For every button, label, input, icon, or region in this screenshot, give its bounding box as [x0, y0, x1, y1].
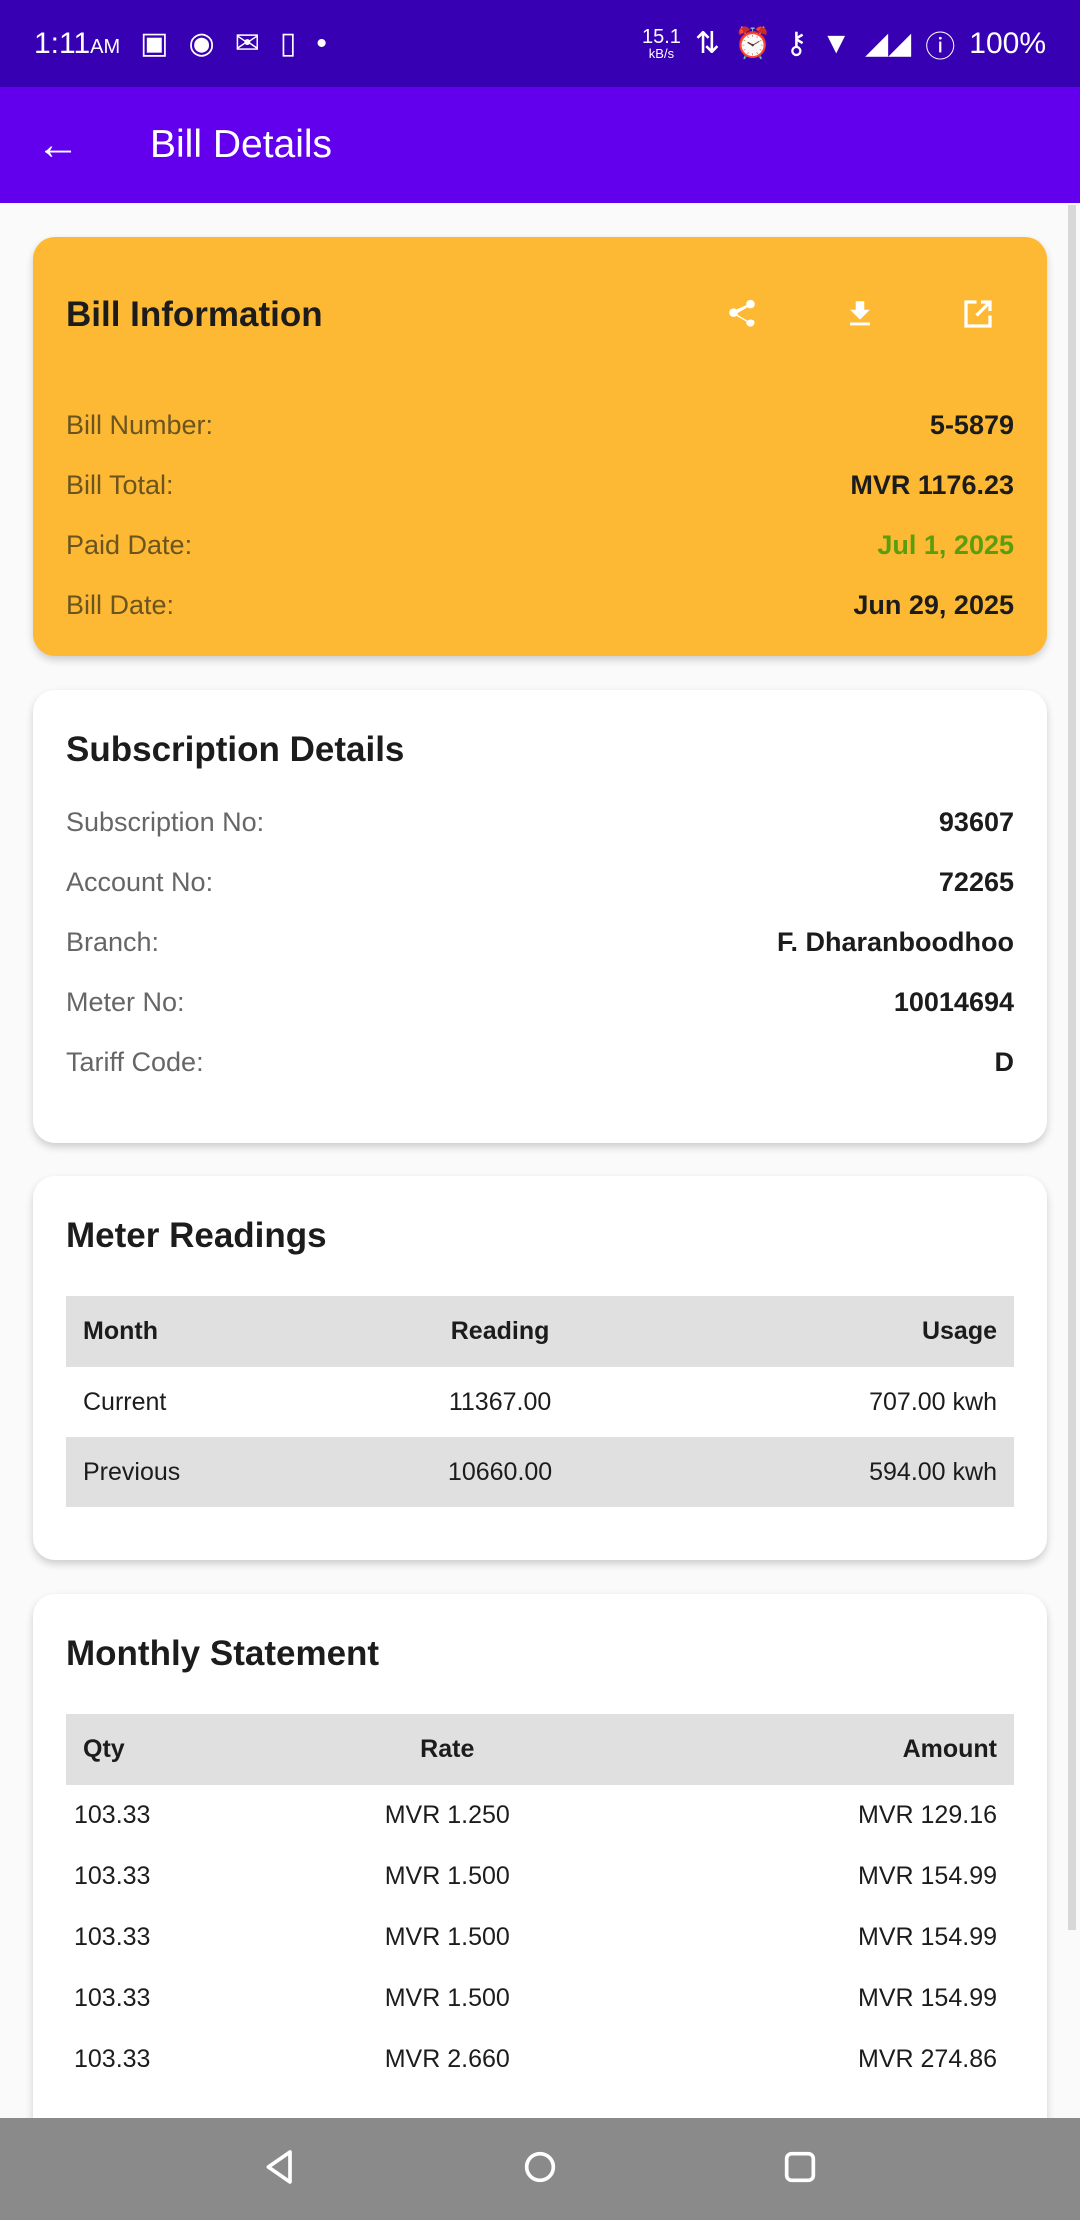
app-bar: ← Bill Details [0, 87, 1080, 203]
clock: 1:11AM [34, 26, 121, 60]
table-row: 103.33 MVR 1.500 MVR 154.99 [74, 1923, 997, 1951]
data-arrows-icon: ⇅ [694, 27, 721, 60]
monthly-statement-table: Qty Rate Amount 103.33 MVR 1.250 MVR 129.16 … [66, 1714, 1014, 2090]
column-header: Reading [364, 1296, 637, 1367]
monthly-statement-card: Monthly Statement Qty Rate Amount 103.33 MV… [33, 1594, 1047, 2154]
table-row: Previous 10660.00 594.00 kwh [66, 1437, 1014, 1507]
column-header: Rate [285, 1714, 610, 1785]
bill-information-card: Bill Information Bill Number: 5-5879 Bill… [33, 237, 1047, 656]
scrollbar[interactable] [1068, 205, 1076, 1930]
column-header: Amount [609, 1714, 1014, 1785]
navigation-bar [0, 2118, 1080, 2220]
back-nav-icon[interactable] [260, 2147, 300, 2192]
card-title: Meter Readings [66, 1216, 327, 1255]
screen-record-icon: ◉ [188, 27, 215, 60]
subscription-details-card: Subscription Details Subscription No: 936… [33, 690, 1047, 1143]
tariff-code-row: Tariff Code: D [66, 1046, 1014, 1077]
gallery-icon: ▣ [140, 27, 169, 60]
battery-charging-icon: ⓘ [925, 30, 956, 64]
column-header: Month [66, 1296, 365, 1367]
paid-date-row: Paid Date: Jul 1, 2025 [66, 529, 1014, 560]
table-row: 103.33 MVR 1.500 MVR 154.99 [74, 1862, 997, 1890]
card-title: Monthly Statement [66, 1634, 380, 1673]
column-header: Usage [636, 1296, 1014, 1367]
mail-icon: ✉ [234, 27, 260, 60]
table-row: Current 11367.00 707.00 kwh [83, 1387, 997, 1416]
signal-icon: ◢◢ [865, 27, 912, 60]
home-nav-icon[interactable] [520, 2147, 560, 2192]
card-title: Bill Information [66, 295, 323, 334]
download-icon[interactable] [841, 295, 879, 333]
account-no-row: Account No: 72265 [66, 866, 1014, 897]
column-header: Qty [66, 1714, 286, 1785]
bill-total-row: Bill Total: MVR 1176.23 [66, 469, 1014, 500]
meter-readings-card: Meter Readings Month Reading Usage Current… [33, 1176, 1047, 1560]
battery-percent: 100% [969, 26, 1046, 60]
back-arrow-icon[interactable]: ← [36, 120, 80, 169]
share-icon[interactable] [723, 295, 761, 333]
more-dot-icon: • [316, 26, 327, 60]
table-row: 103.33 MVR 1.250 MVR 129.16 [74, 1801, 997, 1829]
meter-no-row: Meter No: 10014694 [66, 986, 1014, 1017]
table-row: 103.33 MVR 2.660 MVR 274.86 [74, 2045, 997, 2073]
status-bar: 1:11AM ▣ ◉ ✉ ▯ • 15.1 kB/s ⇅ ⏰ ⚷ ▼ ◢◢ ⓘ 1… [0, 0, 1080, 87]
branch-row: Branch: F. Dharanboodhoo [66, 926, 1014, 957]
meter-readings-table: Month Reading Usage Current 11367.00 707.00 … [66, 1296, 1014, 1507]
recents-nav-icon[interactable] [780, 2147, 820, 2192]
vpn-key-icon: ⚷ [785, 27, 808, 60]
bill-date-row: Bill Date: Jun 29, 2025 [66, 589, 1014, 620]
alarm-icon: ⏰ [734, 27, 772, 60]
net-speed: 15.1 kB/s [641, 26, 681, 61]
table-row: 103.33 MVR 1.500 MVR 154.99 [74, 1984, 997, 2012]
wifi-icon: ▼ [821, 26, 852, 60]
bill-number-row: Bill Number: 5-5879 [66, 409, 1014, 440]
subscription-no-row: Subscription No: 93607 [66, 806, 1014, 837]
page-title: Bill Details [150, 123, 333, 166]
card-title: Subscription Details [66, 730, 405, 769]
app-notification-icon: ▯ [279, 27, 297, 60]
open-external-icon[interactable] [959, 295, 997, 333]
